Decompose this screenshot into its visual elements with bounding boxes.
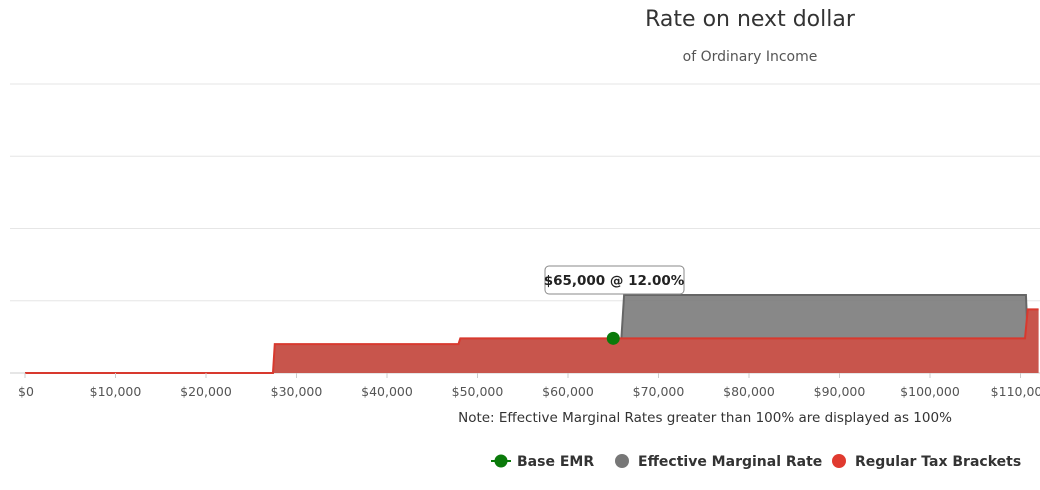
x-tick-label: $40,000 [361, 384, 413, 399]
x-tick-label: $10,000 [90, 384, 142, 399]
x-tick-label: $110,000 [991, 384, 1040, 399]
legend-label-base-emr: Base EMR [517, 454, 594, 470]
base-emr-point [606, 331, 620, 345]
x-tick-label: $0 [18, 384, 34, 399]
x-tick-label: $100,000 [900, 384, 960, 399]
chart-note: Note: Effective Marginal Rates greater t… [458, 410, 952, 426]
chart-title: Rate on next dollar [645, 7, 856, 32]
tooltip: $65,000 @ 12.00% [544, 265, 685, 295]
x-tick-label: $70,000 [633, 384, 685, 399]
x-tick-label: $60,000 [542, 384, 594, 399]
legend-marker-icon [494, 454, 508, 468]
legend-label-effective-marginal-rate: Effective Marginal Rate [638, 454, 822, 470]
x-tick-label: $20,000 [180, 384, 232, 399]
legend-marker-icon [615, 454, 629, 468]
legend-item-effective-marginal-rate[interactable]: Effective Marginal Rate [615, 454, 822, 470]
effective-marginal-rate-area [621, 294, 1028, 339]
regular-tax-brackets-line [25, 308, 1039, 374]
legend: Base EMR Effective Marginal Rate Regular… [491, 454, 1021, 470]
x-tick-label: $50,000 [452, 384, 504, 399]
x-tick-label: $30,000 [271, 384, 323, 399]
x-axis: $0 $10,000 $20,000 $30,000 $40,000 $50,000 $60… [18, 373, 1040, 399]
plot-area [25, 293, 1039, 374]
legend-item-regular-tax-brackets[interactable]: Regular Tax Brackets [832, 454, 1021, 470]
legend-marker-icon [832, 454, 846, 468]
tooltip-box [544, 265, 685, 295]
legend-item-base-emr[interactable]: Base EMR [491, 454, 594, 470]
tooltip-label: $65,000 @ 12.00% [544, 273, 685, 289]
x-tick-label: $80,000 [723, 384, 775, 399]
regular-tax-brackets-area [25, 309, 1039, 373]
legend-label-regular-tax-brackets: Regular Tax Brackets [855, 454, 1021, 470]
chart-subtitle: of Ordinary Income [683, 49, 818, 65]
x-tick-label: $90,000 [814, 384, 866, 399]
